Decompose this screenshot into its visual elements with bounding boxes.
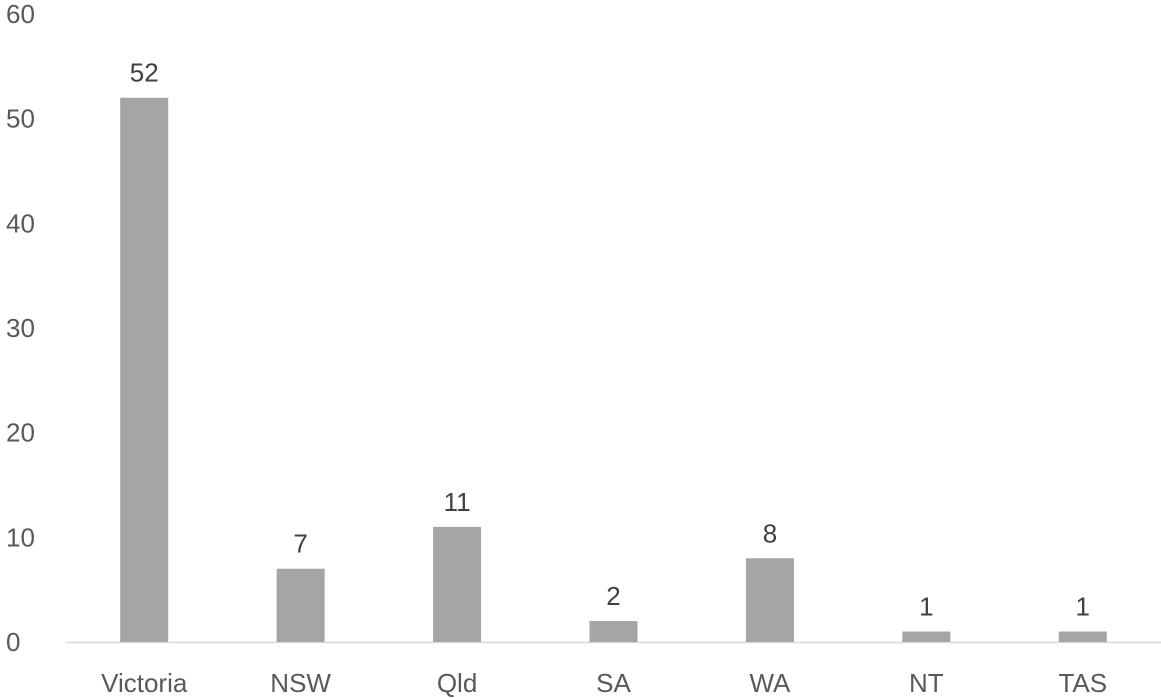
x-axis-category-labels: Victoria NSW Qld SA WA NT TAS [101, 668, 1107, 698]
bar [589, 621, 638, 642]
bar [433, 526, 482, 642]
y-axis-ticks: 0 10 20 30 40 50 60 [6, 0, 35, 657]
x-tick-label: NT [909, 668, 944, 698]
data-label: 1 [1076, 592, 1090, 622]
bar [120, 97, 169, 642]
data-label: 8 [763, 518, 777, 548]
y-tick-label: 0 [6, 627, 20, 657]
data-label: 1 [919, 592, 933, 622]
x-tick-label: WA [749, 668, 791, 698]
data-label: 2 [606, 581, 620, 611]
data-label: 11 [444, 487, 471, 517]
x-tick-label: TAS [1058, 668, 1107, 698]
y-tick-label: 10 [6, 522, 35, 552]
y-tick-label: 20 [6, 418, 35, 448]
bar [276, 568, 325, 642]
data-label: 52 [130, 58, 159, 88]
y-tick-label: 40 [6, 208, 35, 238]
data-label: 7 [293, 529, 307, 559]
x-tick-label: Qld [437, 668, 477, 698]
y-tick-label: 50 [6, 104, 35, 134]
y-tick-label: 30 [6, 313, 35, 343]
y-tick-label: 60 [6, 0, 35, 29]
x-tick-label: SA [596, 668, 631, 698]
bar [1058, 631, 1107, 642]
bar [902, 631, 951, 642]
x-tick-label: NSW [270, 668, 331, 698]
x-tick-label: Victoria [101, 668, 188, 698]
bar [745, 558, 794, 642]
bar-series [120, 97, 1107, 642]
